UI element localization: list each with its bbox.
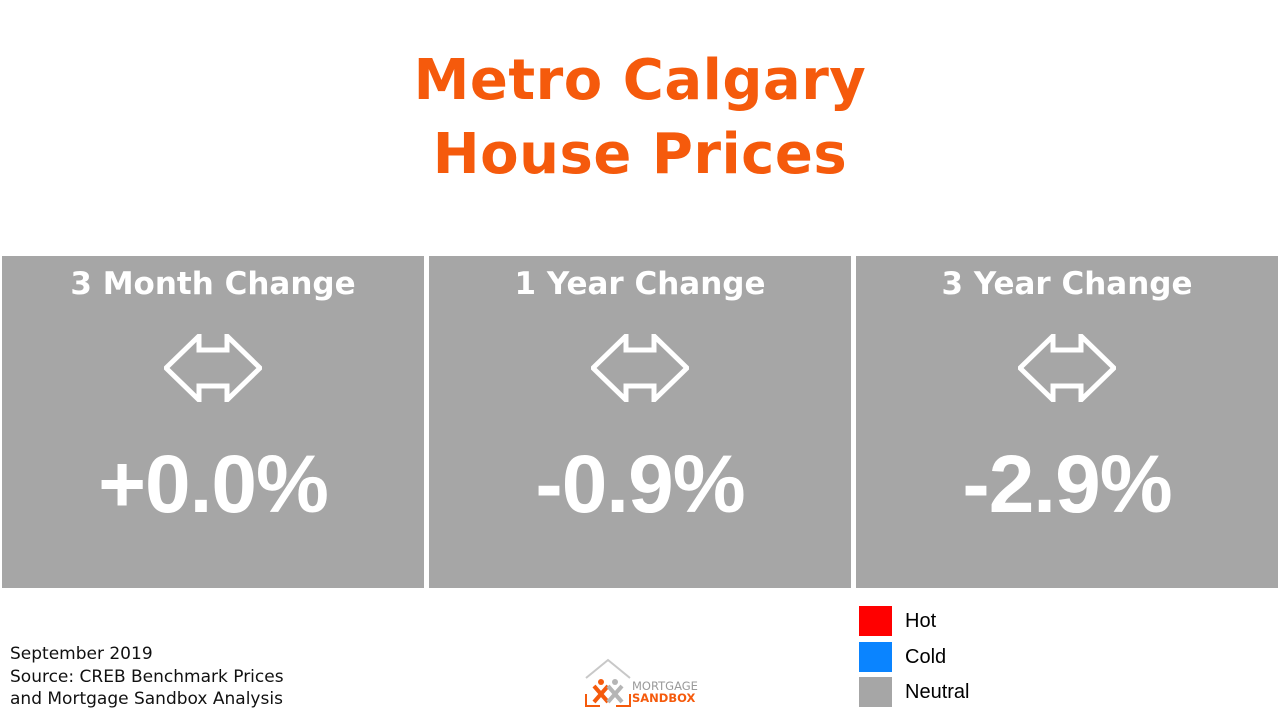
legend-label: Hot: [905, 610, 937, 632]
source-line-2: and Mortgage Sandbox Analysis: [10, 689, 283, 709]
change-value: +0.0%: [98, 439, 329, 530]
legend-label: Neutral: [905, 681, 970, 703]
mortgage-sandbox-logo: MORTGAGE SANDBOX: [582, 658, 702, 710]
source-note: September 2019 Source: CREB Benchmark Pr…: [10, 643, 284, 711]
panel-3-month-change: 3 Month Change +0.0%: [2, 256, 424, 588]
report-date: September 2019: [10, 644, 153, 664]
neutral-swatch: [859, 677, 892, 707]
legend-label: Cold: [905, 645, 947, 668]
panel-label: 1 Year Change: [514, 266, 766, 302]
left-right-arrow-icon: [591, 334, 689, 402]
panel-label: 3 Month Change: [70, 266, 356, 302]
panel-3-year-change: 3 Year Change -2.9%: [856, 256, 1278, 588]
hot-swatch: [859, 606, 892, 636]
change-value: -0.9%: [535, 439, 745, 530]
panel-1-year-change: 1 Year Change -0.9%: [429, 256, 851, 588]
panel-label: 3 Year Change: [941, 266, 1193, 302]
page-title: Metro Calgary House Prices: [0, 44, 1280, 192]
title-line-2: House Prices: [432, 122, 848, 187]
title-line-1: Metro Calgary: [413, 48, 867, 113]
house-logo-icon: [585, 658, 631, 707]
change-value: -2.9%: [962, 439, 1172, 530]
logo-line-1: MORTGAGE: [632, 679, 698, 693]
source-line-1: Source: CREB Benchmark Prices: [10, 666, 284, 687]
logo-wordmark: MORTGAGE SANDBOX: [632, 680, 698, 704]
cold-swatch: [859, 641, 892, 672]
logo-line-2: SANDBOX: [632, 691, 696, 705]
left-right-arrow-icon: [1018, 334, 1116, 402]
left-right-arrow-icon: [164, 334, 262, 402]
